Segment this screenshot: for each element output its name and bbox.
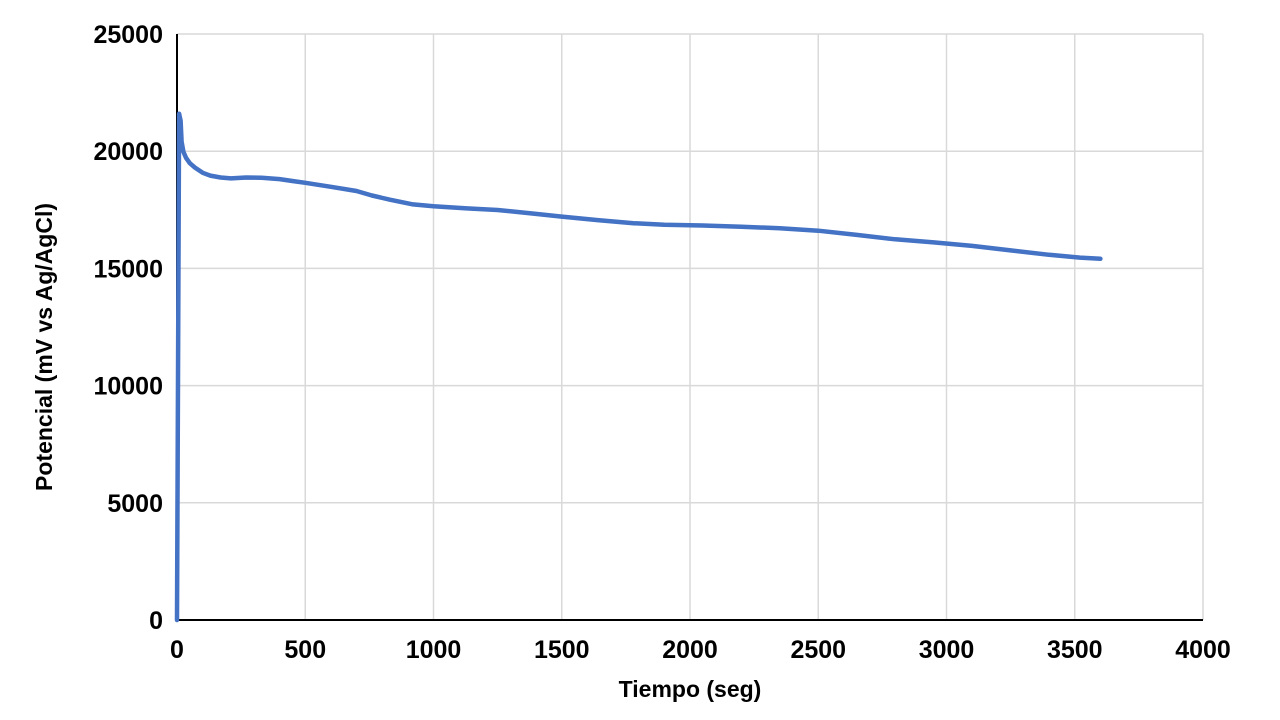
x-tick-label: 0	[170, 636, 184, 664]
y-axis-tick-labels: 0 5000 10000 15000 20000 25000	[93, 21, 163, 635]
potencial-series-line	[174, 111, 1103, 623]
x-axis-tick-labels: 0 500 1000 1500 2000 2500 3000 3500 4000	[170, 636, 1231, 664]
x-tick-label: 1000	[406, 636, 462, 664]
x-tick-label: 1500	[534, 636, 590, 664]
x-axis-title: Tiempo (seg)	[619, 676, 762, 702]
y-tick-label: 0	[149, 607, 163, 635]
x-tick-label: 3000	[919, 636, 975, 664]
y-tick-label: 20000	[93, 138, 163, 166]
y-axis-title: Potencial (mV vs Ag/AgCl)	[31, 203, 57, 491]
y-tick-label: 10000	[93, 373, 163, 401]
x-tick-label: 2000	[662, 636, 718, 664]
y-tick-label: 5000	[107, 490, 163, 518]
x-tick-label: 3500	[1047, 636, 1103, 664]
y-tick-label: 15000	[93, 255, 163, 283]
x-tick-label: 2500	[790, 636, 846, 664]
x-tick-label: 4000	[1175, 636, 1231, 664]
gridlines	[176, 33, 1204, 621]
y-tick-label: 25000	[93, 21, 163, 49]
x-tick-label: 500	[284, 636, 326, 664]
